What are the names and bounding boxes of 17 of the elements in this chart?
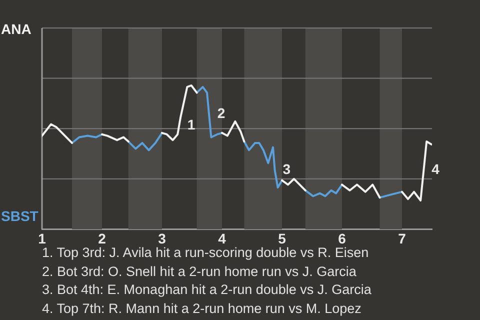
x-tick-label: 2 bbox=[98, 230, 106, 246]
x-tick-label: 5 bbox=[278, 230, 286, 246]
text: 2. Bot 3rd: O. Snell hit a 2-run home run vs J. Garcia bbox=[42, 262, 358, 280]
text: 4. Top 7th: R. Mann hit a 2-run home run vs M. Lopez bbox=[42, 300, 362, 318]
text: 1. Top 3rd: J. Avila hit a run-scoring double vs R. Eisen bbox=[42, 244, 370, 262]
annotation: 3 bbox=[282, 161, 291, 178]
text: SBST bbox=[1, 208, 39, 224]
annotation: 1 bbox=[187, 116, 196, 133]
text: ANA bbox=[1, 20, 32, 37]
annotation: 4 bbox=[432, 161, 440, 178]
x-tick-label: 6 bbox=[338, 230, 346, 246]
x-tick-label: 4 bbox=[218, 230, 226, 246]
text: 3. Bot 4th: E. Monaghan hit a 2-run double vs J. Garcia bbox=[42, 281, 372, 299]
x-tick-label: 3 bbox=[158, 230, 166, 246]
x-tick-label: 1 bbox=[38, 230, 46, 246]
x-tick-label: 7 bbox=[398, 230, 406, 246]
annotation: 2 bbox=[217, 105, 226, 122]
